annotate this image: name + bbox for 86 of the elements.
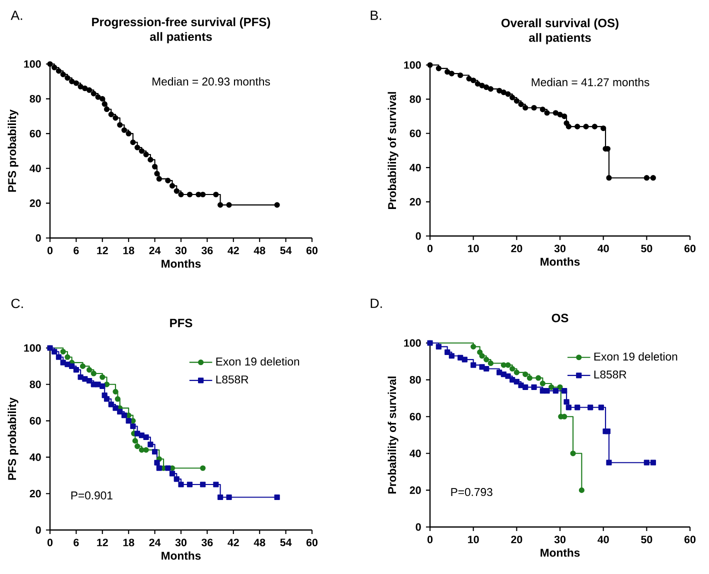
y-tick-label: 40 bbox=[30, 164, 41, 172]
x-tick-label: 30 bbox=[175, 538, 186, 546]
x-tick-label: 50 bbox=[641, 536, 652, 544]
x-tick-label: 42 bbox=[228, 538, 239, 546]
y-tick-label: 60 bbox=[410, 412, 421, 420]
text: A. bbox=[10, 10, 22, 20]
text: C. bbox=[11, 298, 23, 308]
y-tick-label: 100 bbox=[404, 339, 421, 347]
annotation: P=0.793 bbox=[451, 488, 492, 496]
y-axis-title: PFS probability bbox=[8, 397, 18, 480]
x-tick-label: 6 bbox=[74, 246, 79, 254]
legend-label: L858R bbox=[216, 375, 248, 384]
chart-title: OS bbox=[552, 314, 568, 322]
y-tick-label: 60 bbox=[410, 130, 421, 138]
legend-label: L858R bbox=[594, 370, 626, 379]
y-tick-label: 0 bbox=[36, 526, 41, 534]
x-tick-label: 12 bbox=[97, 246, 108, 254]
y-tick-label: 40 bbox=[410, 450, 421, 458]
x-tick-label: 40 bbox=[598, 244, 609, 252]
y-tick-label: 80 bbox=[410, 95, 421, 103]
y-tick-label: 100 bbox=[24, 60, 41, 68]
legend-label: Exon 19 deletion bbox=[594, 352, 678, 361]
x-tick-label: 60 bbox=[306, 246, 318, 254]
x-tick-label: 54 bbox=[280, 538, 292, 546]
y-tick-label: 60 bbox=[30, 417, 41, 425]
y-tick-label: 60 bbox=[30, 130, 41, 138]
legend-label: Exon 19 deletion bbox=[216, 357, 300, 366]
chart-subtitle: all patients bbox=[150, 32, 212, 44]
x-tick-label: 0 bbox=[427, 536, 433, 544]
chart-title: Progression-free survival (PFS) bbox=[92, 17, 270, 29]
y-tick-label: 100 bbox=[24, 344, 41, 352]
x-tick-label: 0 bbox=[47, 538, 53, 546]
y-tick-label: 20 bbox=[30, 199, 41, 207]
x-tick-label: 60 bbox=[306, 538, 318, 546]
x-tick-label: 10 bbox=[468, 536, 479, 544]
x-tick-label: 48 bbox=[254, 246, 266, 254]
x-tick-label: 10 bbox=[468, 244, 479, 252]
y-axis-title: Probability of survival bbox=[388, 376, 398, 494]
x-tick-label: 0 bbox=[427, 244, 433, 252]
annotation: Median = 20.93 months bbox=[152, 77, 270, 86]
x-tick-label: 36 bbox=[202, 246, 213, 254]
chart-title: PFS bbox=[170, 318, 192, 328]
x-tick-label: 24 bbox=[149, 538, 161, 546]
y-axis-title: Probability of survival bbox=[388, 92, 398, 209]
y-tick-label: 20 bbox=[410, 198, 421, 206]
x-tick-label: 30 bbox=[175, 246, 186, 254]
x-tick-label: 6 bbox=[74, 538, 79, 546]
y-tick-label: 0 bbox=[416, 523, 421, 531]
x-tick-label: 12 bbox=[97, 538, 108, 546]
text: B. bbox=[370, 10, 382, 20]
x-tick-label: 18 bbox=[123, 538, 134, 546]
x-tick-label: 60 bbox=[684, 536, 696, 544]
x-tick-label: 42 bbox=[228, 246, 239, 254]
x-tick-label: 40 bbox=[598, 536, 609, 544]
x-tick-label: 54 bbox=[280, 246, 292, 254]
x-tick-label: 18 bbox=[123, 246, 134, 254]
chart-title: Overall survival (OS) bbox=[501, 18, 618, 30]
x-tick-label: 30 bbox=[554, 244, 566, 252]
x-tick-label: 60 bbox=[684, 244, 696, 252]
y-tick-label: 80 bbox=[30, 95, 41, 103]
x-axis-title: Months bbox=[162, 551, 201, 560]
y-tick-label: 20 bbox=[30, 490, 41, 498]
y-axis-title: PFS probability bbox=[8, 109, 18, 192]
x-tick-label: 24 bbox=[149, 246, 161, 254]
x-axis-title: Months bbox=[540, 548, 580, 557]
x-tick-label: 30 bbox=[554, 536, 566, 544]
x-axis-title: Months bbox=[540, 257, 580, 266]
y-tick-label: 40 bbox=[410, 164, 421, 172]
x-axis-title: Months bbox=[162, 259, 201, 268]
y-tick-label: 80 bbox=[410, 376, 421, 384]
y-tick-label: 40 bbox=[30, 453, 41, 461]
annotation: P=0.901 bbox=[71, 491, 112, 500]
x-tick-label: 36 bbox=[202, 538, 213, 546]
y-tick-label: 0 bbox=[416, 232, 421, 240]
chart-subtitle: all patients bbox=[529, 33, 591, 44]
x-tick-label: 20 bbox=[511, 536, 522, 544]
y-tick-label: 0 bbox=[36, 234, 41, 242]
y-tick-label: 80 bbox=[30, 380, 41, 388]
y-tick-label: 20 bbox=[410, 486, 421, 494]
x-tick-label: 20 bbox=[511, 244, 522, 252]
x-tick-label: 0 bbox=[47, 246, 53, 254]
y-tick-label: 100 bbox=[404, 61, 421, 69]
annotation: Median = 41.27 months bbox=[532, 78, 650, 86]
text: D. bbox=[370, 298, 382, 308]
x-tick-label: 48 bbox=[254, 538, 266, 546]
x-tick-label: 50 bbox=[641, 244, 652, 252]
